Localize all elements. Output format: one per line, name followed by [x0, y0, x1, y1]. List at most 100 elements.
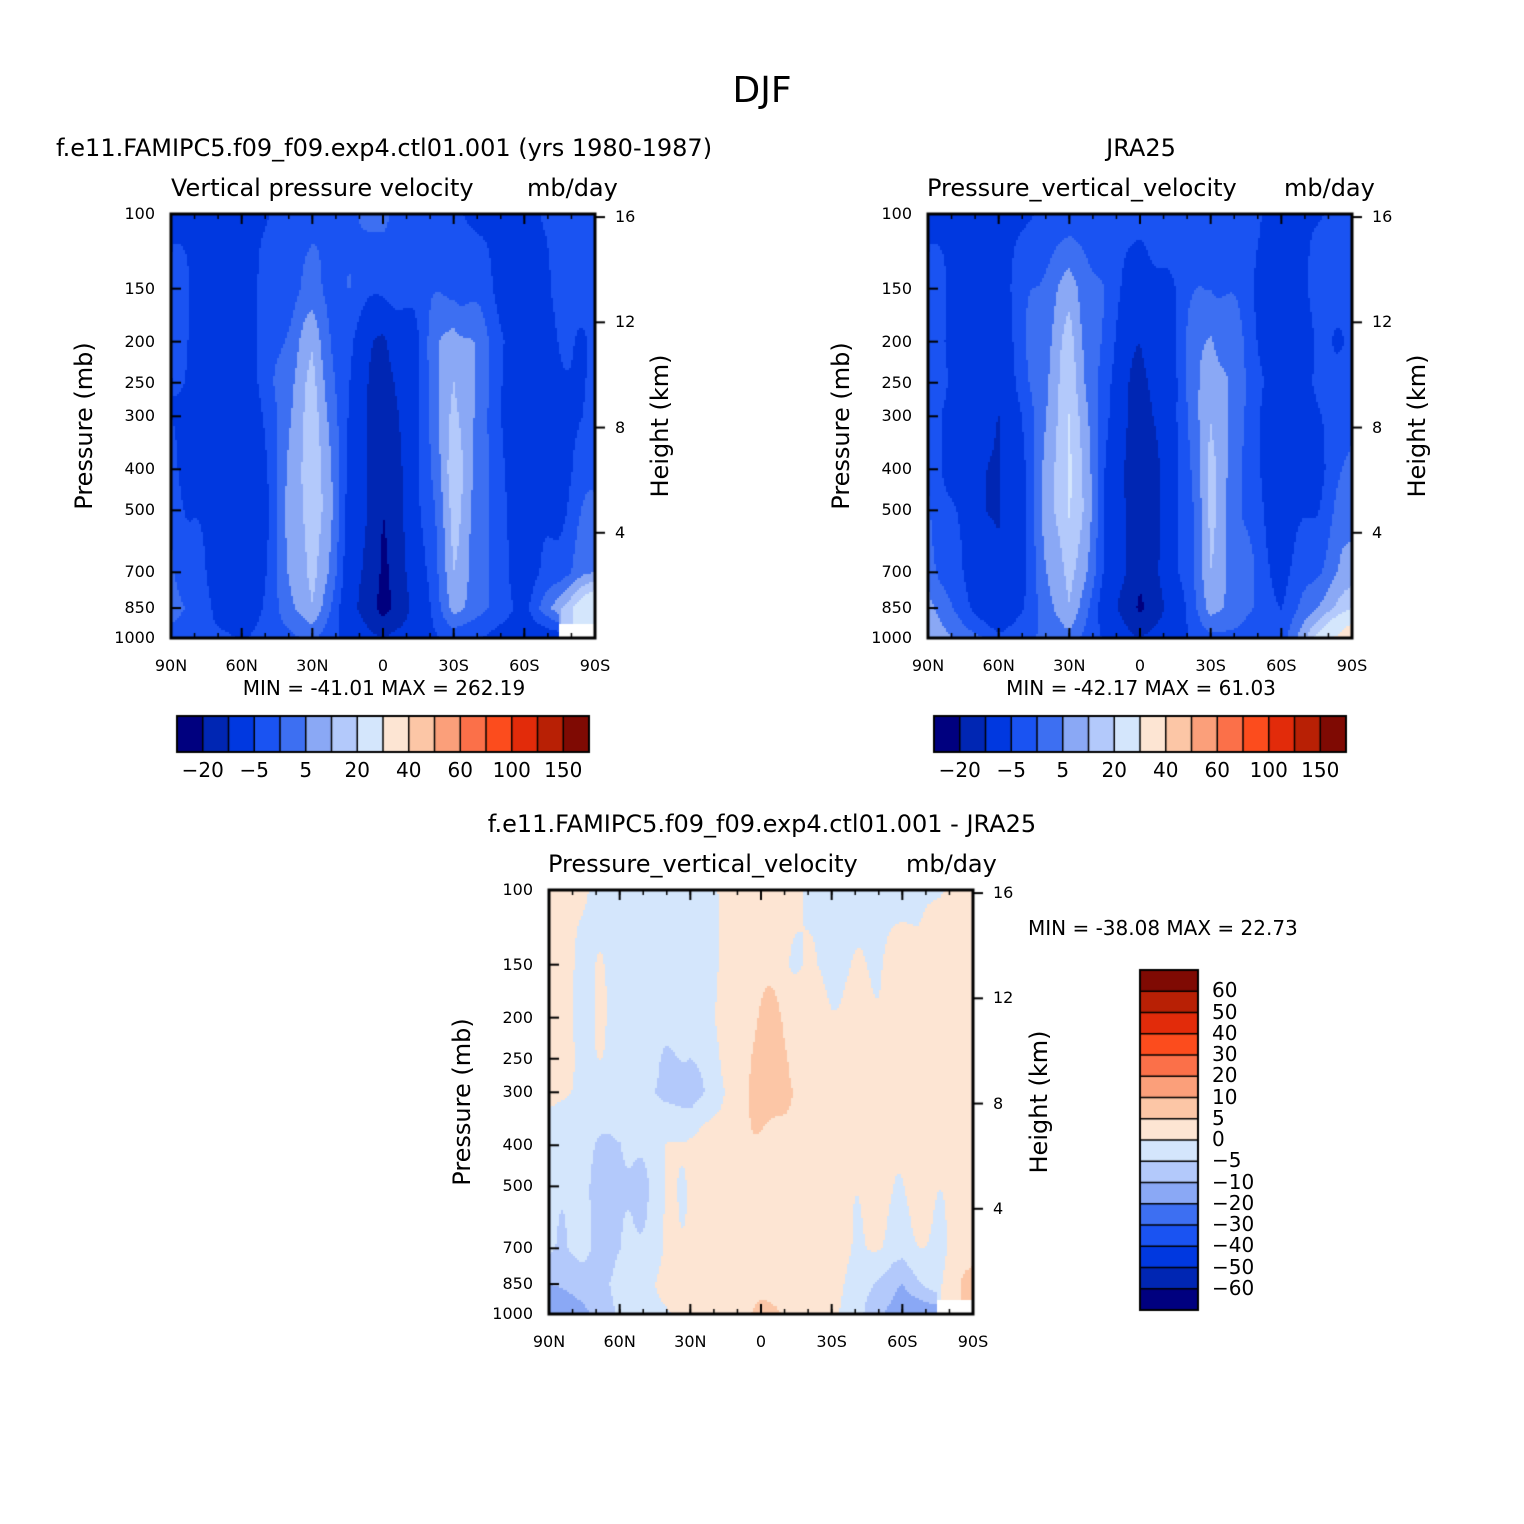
panel3-minmax: MIN = -38.08 MAX = 22.73: [1028, 916, 1298, 940]
panel1-x-tick-90S: 90S: [579, 656, 611, 675]
colorbar3-label-40: 40: [1212, 1020, 1238, 1045]
colorbar2-label--20: −20: [938, 758, 981, 782]
panel3-y2-axis-label: Height (km): [1025, 1030, 1053, 1174]
colorbar3-label--20: −20: [1212, 1190, 1255, 1215]
colorbar2-label-40: 40: [1153, 758, 1179, 782]
colorbar3-label-5: 5: [1212, 1105, 1225, 1130]
colorbar3-label--10: −10: [1212, 1169, 1255, 1194]
panel2-y2-tick-12: 12: [1372, 312, 1393, 332]
panel2-x-tick-0: 0: [1134, 656, 1146, 675]
panel1-y2-tick-4: 4: [615, 522, 626, 542]
panel2-variable-label: Pressure_vertical_velocity: [927, 174, 1237, 202]
panel1-x-tick-30S: 30S: [438, 656, 469, 675]
panel3-x-tick-0: 0: [755, 1332, 767, 1351]
colorbar1-label--5: −5: [239, 758, 269, 782]
panel3-y2-tick-4: 4: [993, 1198, 1004, 1218]
colorbar3-label-20: 20: [1212, 1063, 1238, 1088]
panel3-y-tick-700: 700: [502, 1238, 533, 1258]
panel3-y-tick-400: 400: [502, 1135, 533, 1155]
panel2-y2-axis-label: Height (km): [1403, 354, 1431, 498]
panel3-y-tick-1000: 1000: [492, 1304, 533, 1323]
panel1-title: f.e11.FAMIPC5.f09_f09.exp4.ctl01.001 (yr…: [55, 134, 713, 162]
panel1-x-tick-60S: 60S: [509, 656, 540, 675]
panel3-units-label: mb/day: [906, 850, 997, 878]
colorbar3-label-30: 30: [1212, 1042, 1238, 1066]
panel2-y-tick-300: 300: [881, 406, 912, 426]
colorbar1-label-150: 150: [544, 758, 583, 782]
panel1-minmax: MIN = -41.01 MAX = 262.19: [242, 676, 526, 700]
panel3-y2-tick-8: 8: [993, 1093, 1004, 1113]
panel2-x-tick-90N: 90N: [911, 656, 945, 675]
panel2-x-tick-30N: 30N: [1053, 656, 1086, 675]
panel3-x-tick-90S: 90S: [957, 1332, 989, 1351]
panel2-y2-tick-8: 8: [1372, 417, 1383, 437]
panel3-y-tick-200: 200: [502, 1007, 533, 1027]
figure-title: DJF: [732, 70, 792, 111]
colorbar3-label--50: −50: [1212, 1254, 1255, 1279]
panel3-x-tick-30S: 30S: [816, 1332, 847, 1351]
colorbar2-label-100: 100: [1249, 758, 1288, 782]
panel1-y-tick-500: 500: [124, 500, 155, 520]
panel2-y-tick-1000: 1000: [871, 628, 912, 647]
panel3-y-tick-500: 500: [502, 1176, 533, 1196]
colorbar1-label-100: 100: [492, 758, 531, 782]
colorbar2-label-20: 20: [1101, 758, 1127, 782]
panel1-x-tick-0: 0: [377, 656, 389, 675]
colorbar1-label-40: 40: [396, 758, 422, 782]
colorbar3-label--5: −5: [1212, 1148, 1242, 1173]
colorbar3-label--60: −60: [1212, 1275, 1255, 1300]
panel2-units-label: mb/day: [1284, 174, 1375, 202]
panel1-y-tick-400: 400: [124, 459, 155, 479]
panel1-y-tick-300: 300: [124, 406, 155, 426]
panel2-y2-tick-16: 16: [1372, 207, 1393, 227]
panel1-y-tick-700: 700: [124, 562, 155, 582]
panel2-x-tick-60N: 60N: [982, 656, 1015, 675]
panel2-x-tick-60S: 60S: [1266, 656, 1297, 675]
colorbar1-label--20: −20: [181, 758, 224, 782]
colorbar2-label-150: 150: [1301, 758, 1340, 782]
colorbar3-label--30: −30: [1212, 1212, 1255, 1236]
panel3-x-tick-60S: 60S: [887, 1332, 918, 1351]
panel1-units-label: mb/day: [527, 174, 618, 202]
panel2-y-tick-850: 850: [881, 598, 912, 618]
panel3-y-tick-250: 250: [502, 1048, 533, 1068]
panel2-y-tick-500: 500: [881, 500, 912, 520]
panel3-y2-tick-12: 12: [993, 988, 1014, 1008]
colorbar3-label-60: 60: [1212, 978, 1238, 1003]
panel1-x-tick-90N: 90N: [154, 656, 188, 675]
panel3-y-axis-label: Pressure (mb): [448, 1018, 476, 1186]
panel3-y-tick-300: 300: [502, 1082, 533, 1102]
panel3-y-tick-100: 100: [502, 880, 533, 899]
colorbar3-label-50: 50: [1212, 999, 1238, 1024]
panel3-x-tick-30N: 30N: [674, 1332, 707, 1351]
colorbar1-label-20: 20: [344, 758, 370, 782]
panel2-y-tick-400: 400: [881, 459, 912, 479]
panel2-y-tick-100: 100: [881, 204, 912, 223]
panel1-y-tick-1000: 1000: [114, 628, 155, 647]
panel2-title: JRA25: [1106, 134, 1176, 162]
panel1-y-tick-200: 200: [124, 331, 155, 351]
colorbar1-label-5: 5: [299, 758, 313, 782]
colorbar3-label--40: −40: [1212, 1233, 1255, 1258]
panel1-y2-tick-12: 12: [615, 312, 636, 332]
panel1-y-tick-250: 250: [124, 372, 155, 392]
colorbar1-label-60: 60: [447, 758, 473, 782]
panel3-x-tick-90N: 90N: [532, 1332, 566, 1351]
colorbar3-label-0: 0: [1212, 1127, 1225, 1151]
panel1-y-axis-label: Pressure (mb): [70, 342, 98, 510]
panel2-y-tick-200: 200: [881, 331, 912, 351]
panel2-y-tick-150: 150: [881, 278, 912, 298]
panel2-y-tick-700: 700: [881, 562, 912, 582]
panel1-y-tick-150: 150: [124, 278, 155, 298]
panel3-title: f.e11.FAMIPC5.f09_f09.exp4.ctl01.001 - J…: [487, 810, 1037, 838]
panel1-y-tick-100: 100: [124, 204, 155, 223]
panel1-variable-label: Vertical pressure velocity: [171, 174, 474, 202]
panel1-y2-tick-16: 16: [615, 207, 636, 227]
panel3-y-tick-150: 150: [502, 954, 533, 974]
panel2-y2-tick-4: 4: [1372, 522, 1383, 542]
panel2-y-tick-250: 250: [881, 372, 912, 392]
panel2-x-tick-30S: 30S: [1195, 656, 1226, 675]
panel1-y-tick-850: 850: [124, 598, 155, 618]
